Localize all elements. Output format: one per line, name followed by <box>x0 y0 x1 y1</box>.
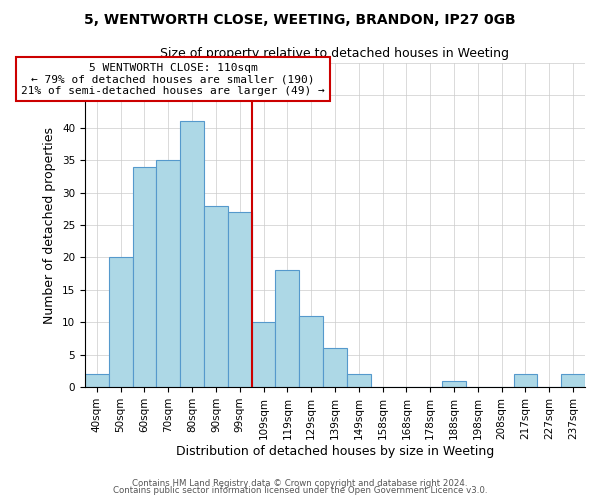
Text: 5 WENTWORTH CLOSE: 110sqm
← 79% of detached houses are smaller (190)
21% of semi: 5 WENTWORTH CLOSE: 110sqm ← 79% of detac… <box>21 62 325 96</box>
Text: Contains HM Land Registry data © Crown copyright and database right 2024.: Contains HM Land Registry data © Crown c… <box>132 478 468 488</box>
Bar <box>299 316 323 387</box>
Text: Contains public sector information licensed under the Open Government Licence v3: Contains public sector information licen… <box>113 486 487 495</box>
Bar <box>323 348 347 387</box>
Bar <box>157 160 180 387</box>
Bar <box>561 374 585 387</box>
Bar <box>109 258 133 387</box>
Bar <box>85 374 109 387</box>
Bar <box>347 374 371 387</box>
Title: Size of property relative to detached houses in Weeting: Size of property relative to detached ho… <box>160 48 509 60</box>
Bar <box>251 322 275 387</box>
Text: 5, WENTWORTH CLOSE, WEETING, BRANDON, IP27 0GB: 5, WENTWORTH CLOSE, WEETING, BRANDON, IP… <box>84 12 516 26</box>
Bar <box>204 206 228 387</box>
Bar <box>228 212 251 387</box>
Bar <box>133 166 157 387</box>
Bar <box>514 374 538 387</box>
Bar <box>275 270 299 387</box>
Bar <box>442 380 466 387</box>
X-axis label: Distribution of detached houses by size in Weeting: Distribution of detached houses by size … <box>176 444 494 458</box>
Bar <box>180 122 204 387</box>
Y-axis label: Number of detached properties: Number of detached properties <box>43 126 56 324</box>
